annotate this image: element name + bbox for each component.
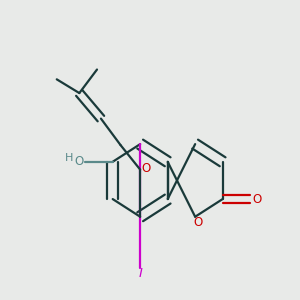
- Text: O: O: [141, 162, 151, 175]
- Text: I: I: [138, 267, 142, 280]
- Text: O: O: [74, 155, 83, 168]
- Text: O: O: [193, 215, 202, 229]
- Text: H: H: [65, 153, 74, 163]
- Text: O: O: [253, 193, 262, 206]
